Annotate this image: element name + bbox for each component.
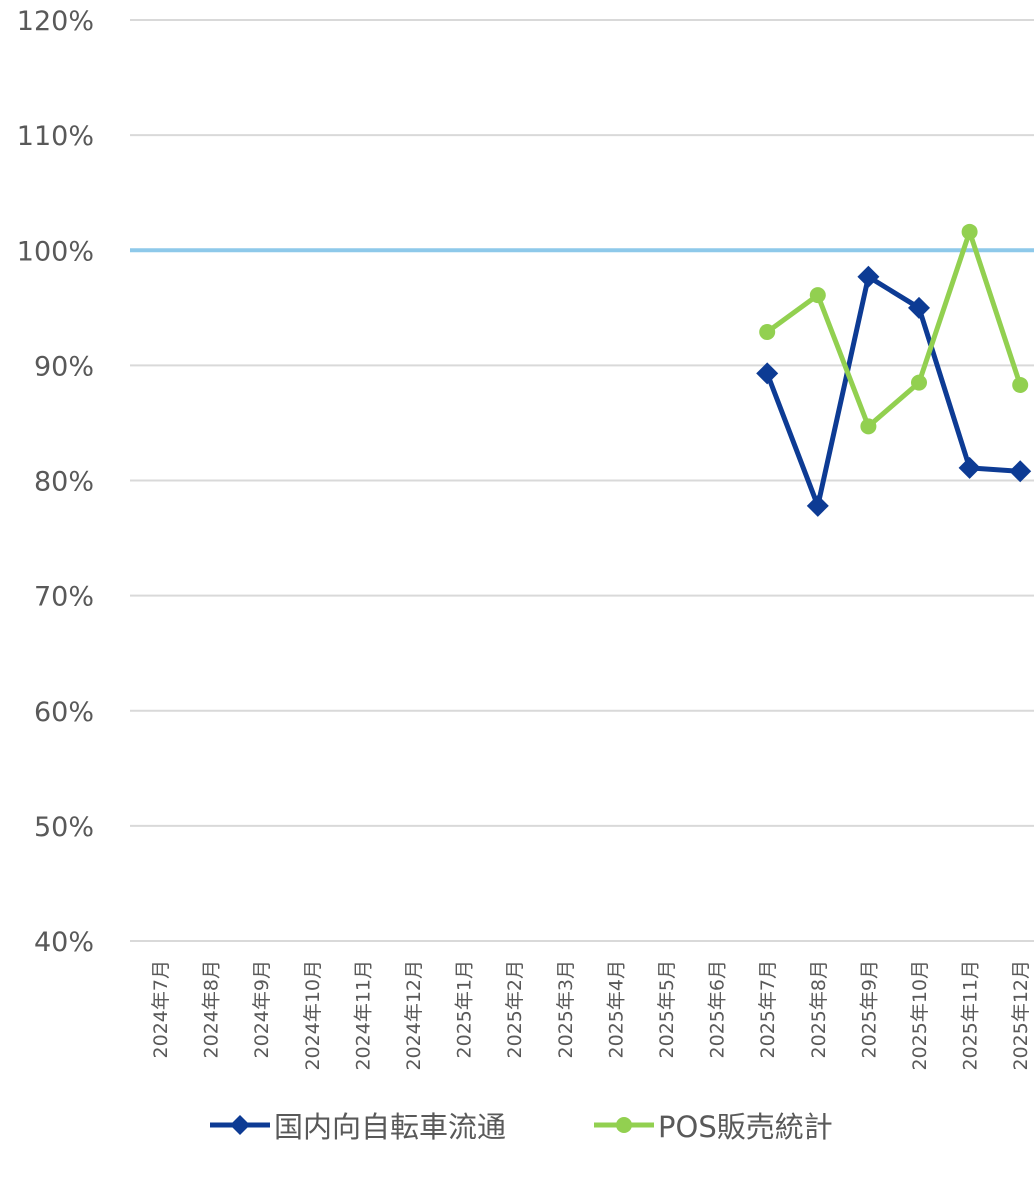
x-tick-label: 2025年11月 bbox=[960, 960, 982, 1071]
y-axis: 40% 50% 60% 70% 80% 90% 100% 110% 120% bbox=[17, 6, 94, 958]
x-tick-label: 2024年12月 bbox=[403, 960, 425, 1071]
x-tick-label: 2024年10月 bbox=[302, 960, 324, 1071]
legend-label-series-1: 国内向自転車流通 bbox=[274, 1110, 507, 1144]
series-line bbox=[764, 274, 1021, 509]
y-tick-label: 100% bbox=[17, 236, 94, 267]
data-point bbox=[911, 374, 927, 391]
legend: 国内向自転車流通 POS販売統計 bbox=[0, 1095, 1034, 1155]
data-point bbox=[756, 362, 779, 385]
data-point bbox=[857, 265, 880, 288]
x-tick-label: 2025年12月 bbox=[1010, 960, 1032, 1071]
y-tick-label: 50% bbox=[34, 812, 94, 843]
x-tick-label: 2024年11月 bbox=[352, 960, 374, 1071]
legend-label-series-2: POS販売統計 bbox=[658, 1110, 833, 1144]
x-tick-label: 2025年9月 bbox=[858, 960, 880, 1058]
x-tick-label: 2024年7月 bbox=[150, 960, 172, 1058]
x-tick-label: 2025年4月 bbox=[605, 960, 627, 1058]
legend-item-series-1: 国内向自転車流通 bbox=[208, 1095, 506, 1155]
series-1 bbox=[756, 265, 1032, 517]
y-tick-label: 70% bbox=[34, 582, 94, 613]
legend-swatch-circle-icon bbox=[594, 1117, 654, 1133]
line-chart: 40%50%60%70%80%90%100%110%120% 2024年7月 20… bbox=[17, 6, 1034, 1071]
series-line bbox=[765, 229, 1023, 429]
y-tick-label: 40% bbox=[34, 927, 94, 958]
series-2 bbox=[759, 223, 1029, 435]
y-tick-label: 90% bbox=[34, 351, 94, 382]
y-tick-label: 110% bbox=[17, 121, 94, 152]
x-axis: 2024年7月 2024年8月 2024年9月 2024年10月 2024年11月 202… bbox=[150, 960, 1032, 1071]
data-point bbox=[809, 287, 826, 304]
x-tick-label: 2025年3月 bbox=[555, 960, 577, 1058]
y-tick-label: 60% bbox=[34, 697, 94, 728]
data-point bbox=[860, 418, 877, 435]
data-point bbox=[961, 223, 978, 240]
x-tick-label: 2024年8月 bbox=[201, 960, 223, 1058]
data-point bbox=[806, 494, 829, 517]
x-tick-label: 2025年6月 bbox=[707, 960, 729, 1058]
data-point bbox=[958, 456, 981, 479]
x-tick-label: 2025年8月 bbox=[808, 960, 830, 1058]
series-group bbox=[756, 223, 1032, 517]
y-tick-label: 80% bbox=[34, 467, 94, 498]
x-tick-label: 2025年5月 bbox=[656, 960, 678, 1058]
x-tick-label: 2025年7月 bbox=[757, 960, 779, 1058]
legend-item-series-2: POS販売統計 bbox=[592, 1095, 833, 1155]
x-tick-label: 2025年1月 bbox=[454, 960, 476, 1058]
data-point bbox=[759, 323, 776, 340]
data-point bbox=[1012, 376, 1029, 393]
x-tick-label: 2024年9月 bbox=[251, 960, 273, 1058]
data-point bbox=[1009, 460, 1032, 483]
x-tick-label: 2025年2月 bbox=[504, 960, 526, 1058]
data-point bbox=[908, 296, 930, 319]
gridlines bbox=[130, 19, 1034, 942]
x-tick-label: 2025年10月 bbox=[909, 960, 931, 1071]
legend-swatch-diamond-icon bbox=[210, 1115, 270, 1135]
y-tick-label: 120% bbox=[17, 6, 94, 37]
